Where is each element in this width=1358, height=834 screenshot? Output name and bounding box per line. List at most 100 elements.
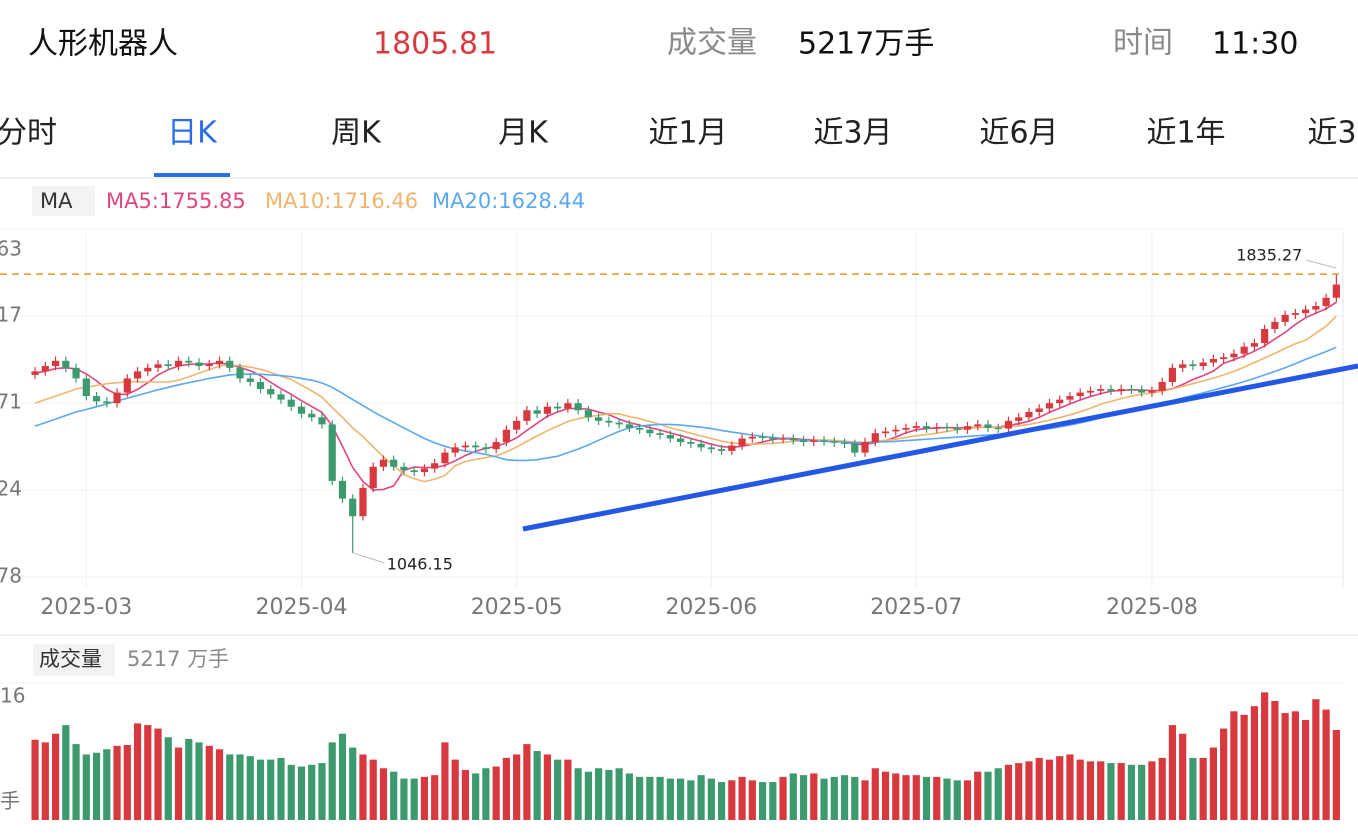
tab[interactable]: 日K	[167, 116, 218, 151]
candle-body	[584, 410, 592, 418]
volume-bar	[595, 768, 603, 820]
volume-bar	[1240, 714, 1248, 820]
volume-bar	[369, 759, 377, 820]
candle-body	[687, 442, 695, 444]
volume-bar	[1302, 719, 1310, 820]
volume-bar	[799, 775, 808, 820]
trend-line	[522, 363, 1358, 532]
candle-body	[656, 433, 664, 435]
candle-body	[31, 371, 39, 375]
volume-bar	[543, 754, 551, 820]
candle-body	[892, 429, 900, 432]
candle-body	[1179, 364, 1187, 368]
candle-body	[441, 452, 449, 464]
legend-separator: :	[491, 189, 498, 213]
candle-body	[543, 406, 551, 414]
candle-body	[1076, 392, 1084, 397]
legend-separator: :	[152, 189, 159, 213]
candle-body	[185, 360, 193, 363]
volume-bar	[1332, 730, 1340, 820]
candle-body	[420, 468, 429, 473]
tab[interactable]: 近3	[1307, 116, 1356, 151]
tab[interactable]: 分时	[0, 116, 57, 151]
volume-bar	[431, 775, 439, 820]
tab[interactable]: 近3月	[813, 116, 892, 151]
tab[interactable]: 近1年	[1146, 116, 1225, 151]
candle-body	[92, 396, 101, 402]
candle-body	[1004, 420, 1013, 429]
volume-bar	[277, 757, 285, 820]
volume-bar	[625, 773, 633, 820]
candle-body	[461, 445, 470, 448]
max-label: 1835.27	[1236, 246, 1302, 265]
time-value: 11:30	[1212, 27, 1298, 62]
candle-body	[1230, 353, 1238, 358]
candle-body	[851, 443, 859, 453]
legend-value: 1755.85	[159, 189, 246, 213]
candle-body	[51, 360, 60, 367]
y-tick-label: 1224	[0, 477, 22, 501]
candle-body	[1086, 390, 1095, 393]
volume-bar	[861, 780, 869, 820]
volume-bar	[1066, 754, 1074, 820]
candle-body	[369, 466, 377, 488]
volume-bar	[502, 757, 511, 820]
legend-title: MA	[40, 189, 73, 213]
candle-body	[41, 366, 49, 372]
candle-body	[789, 438, 797, 441]
candle-body	[912, 426, 920, 428]
volume-bar	[728, 780, 736, 820]
volume-bar	[707, 778, 715, 820]
volume-bar	[195, 742, 203, 820]
candle-body	[799, 440, 808, 443]
tab[interactable]: 近6月	[979, 116, 1058, 151]
volume-bar	[287, 764, 295, 820]
volume-bar	[840, 775, 849, 820]
candle-body	[1117, 389, 1125, 391]
volume-bar	[62, 725, 70, 820]
volume-bar	[1004, 764, 1013, 820]
volume-bar	[1138, 764, 1146, 820]
tab[interactable]: 近1月	[648, 116, 727, 151]
volume-bar	[810, 773, 818, 820]
candle-body	[410, 470, 418, 473]
candle-body	[359, 487, 367, 517]
candle-body	[195, 362, 203, 367]
candle-body	[1332, 284, 1340, 298]
volume-bar	[1189, 757, 1197, 820]
tab-bar: 分时 日K 周K 月K 近1月 近3月 近6月 近1年 近3	[0, 116, 1357, 177]
ma-line	[34, 315, 1337, 483]
volume-bar	[72, 744, 80, 820]
candle-body	[810, 440, 818, 443]
tab[interactable]: 周K	[331, 116, 382, 151]
stock-name: 人形机器人	[28, 27, 178, 62]
volume-bar	[410, 778, 418, 820]
volume-bar	[1230, 711, 1238, 820]
tab[interactable]: 月K	[498, 116, 549, 151]
candle-body	[472, 445, 480, 448]
volume-bar	[226, 754, 234, 820]
tab-underline	[154, 173, 230, 177]
volume-bar	[472, 773, 480, 820]
volume-bar	[953, 780, 961, 820]
candle-body	[666, 434, 674, 439]
candle-body	[953, 427, 961, 430]
volume-subtitle: 5217 万手	[127, 647, 229, 671]
candle-body	[707, 447, 715, 450]
volume-bar	[963, 780, 972, 820]
candle-body	[390, 459, 398, 467]
volume-bar	[820, 778, 828, 820]
volume-bar	[205, 745, 213, 820]
volume-bar	[1199, 757, 1207, 820]
candle-body	[595, 417, 603, 421]
volume-bar	[1056, 756, 1064, 820]
volume-bar	[1015, 763, 1023, 820]
y-tick-label: 1471	[0, 389, 22, 413]
volume-bar	[185, 738, 193, 820]
candle-body	[881, 431, 890, 434]
candle-body	[215, 360, 224, 365]
volume-bar	[615, 768, 623, 820]
volume-bar	[564, 759, 572, 820]
volume-bar	[1117, 763, 1125, 820]
candle-body	[605, 420, 613, 423]
